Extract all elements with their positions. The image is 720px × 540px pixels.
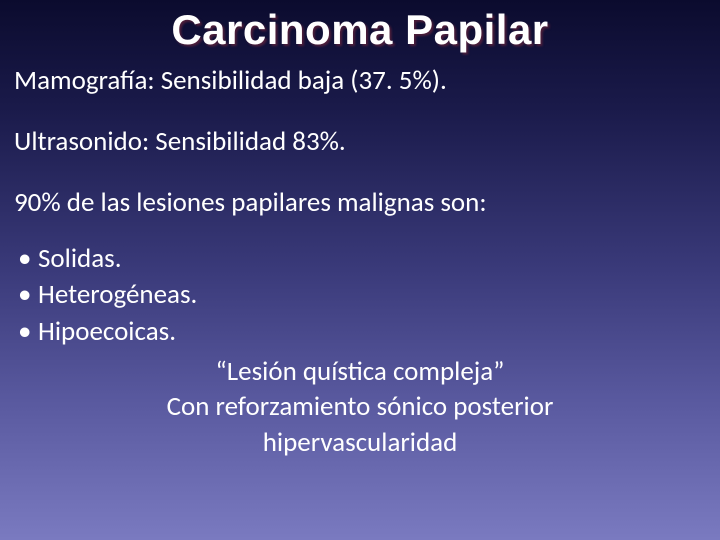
bullet-icon: • bbox=[18, 277, 38, 313]
bullet-icon: • bbox=[18, 314, 38, 350]
footer-line-1: “Lesión quística compleja” bbox=[0, 354, 720, 389]
list-item: • Hipoecoicas. bbox=[18, 314, 720, 350]
line-lesiones: 90% de las lesiones papilares malignas s… bbox=[0, 186, 720, 219]
bullet-text: Heterogéneas. bbox=[38, 277, 197, 313]
bullet-text: Hipoecoicas. bbox=[38, 314, 176, 350]
bullet-list: • Solidas. • Heterogéneas. • Hipoecoicas… bbox=[0, 241, 720, 350]
slide-title: Carcinoma Papilar bbox=[0, 0, 720, 54]
bullet-icon: • bbox=[18, 241, 38, 277]
line-mamografia: Mamografía: Sensibilidad baja (37. 5%). bbox=[0, 64, 720, 97]
line-ultrasonido: Ultrasonido: Sensibilidad 83%. bbox=[0, 125, 720, 158]
footer-block: “Lesión quística compleja” Con reforzami… bbox=[0, 354, 720, 459]
bullet-text: Solidas. bbox=[38, 241, 122, 277]
list-item: • Solidas. bbox=[18, 241, 720, 277]
list-item: • Heterogéneas. bbox=[18, 277, 720, 313]
footer-line-3: hipervascularidad bbox=[0, 425, 720, 460]
footer-line-2: Con reforzamiento sónico posterior bbox=[0, 389, 720, 424]
slide: Carcinoma Papilar Mamografía: Sensibilid… bbox=[0, 0, 720, 540]
